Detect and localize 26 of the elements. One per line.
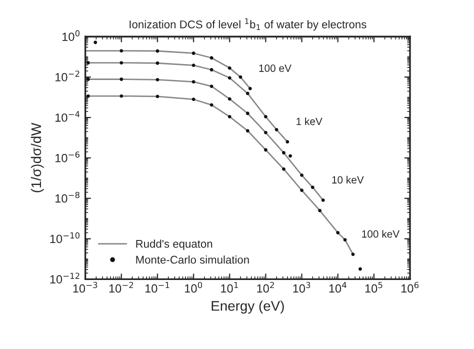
y-axis-title: (1/σ)dσ/dW [30, 122, 44, 192]
x-axis-title: Energy (eV) [212, 300, 284, 314]
y-tick-label: 10$^{−6}$ [56, 151, 80, 162]
x-tick-label: 10$^{−3}$ [73, 282, 98, 293]
x-tick-label: 10$^{0}$ [185, 282, 202, 293]
x-tick-label: 10$^{3}$ [293, 282, 310, 293]
y-tick-label: 10$^{0}$ [62, 30, 80, 41]
legend-label: Rudd's equaton [136, 240, 212, 250]
legend-label: Monte-Carlo simulation [136, 256, 249, 264]
y-tick-label: 10$^{−12}$ [50, 272, 80, 284]
annotation: 100 eV [259, 64, 292, 72]
x-tick-label: 10$^{−1}$ [145, 282, 170, 293]
x-tick-label: 10$^{4}$ [329, 282, 346, 293]
annotation: 100 keV [362, 230, 400, 238]
chart-title: Ionization DCS of level $^{1}$b$_{1}$ of water by electrons [130, 18, 366, 31]
x-tick-label: 10$^{2}$ [257, 282, 274, 293]
x-tick-label: 10$^{−2}$ [109, 282, 134, 293]
annotation: 1 keV [296, 117, 322, 126]
y-tick-label: 10$^{−4}$ [56, 111, 80, 122]
x-tick-label: 10$^{1}$ [221, 282, 238, 293]
y-tick-label: 10$^{−2}$ [56, 70, 80, 82]
y-tick-label: 10$^{−10}$ [50, 232, 80, 244]
y-tick-label: 10$^{−8}$ [56, 192, 80, 203]
x-tick-label: 10$^{5}$ [365, 282, 382, 293]
x-tick-label: 10$^{6}$ [401, 282, 419, 293]
annotation: 10 keV [332, 176, 364, 184]
